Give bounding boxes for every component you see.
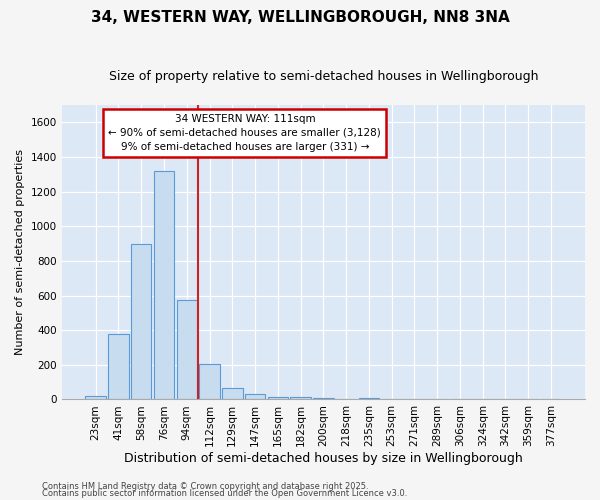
- Bar: [313, 398, 334, 400]
- Bar: [359, 398, 379, 400]
- Bar: [290, 397, 311, 400]
- Bar: [245, 394, 265, 400]
- Bar: [176, 300, 197, 400]
- Y-axis label: Number of semi-detached properties: Number of semi-detached properties: [15, 149, 25, 355]
- Bar: [154, 171, 174, 400]
- Bar: [108, 334, 129, 400]
- Title: Size of property relative to semi-detached houses in Wellingborough: Size of property relative to semi-detach…: [109, 70, 538, 83]
- Bar: [222, 388, 242, 400]
- Bar: [85, 396, 106, 400]
- Text: Contains HM Land Registry data © Crown copyright and database right 2025.: Contains HM Land Registry data © Crown c…: [42, 482, 368, 491]
- Text: 34, WESTERN WAY, WELLINGBOROUGH, NN8 3NA: 34, WESTERN WAY, WELLINGBOROUGH, NN8 3NA: [91, 10, 509, 25]
- Text: 34 WESTERN WAY: 111sqm
← 90% of semi-detached houses are smaller (3,128)
9% of s: 34 WESTERN WAY: 111sqm ← 90% of semi-det…: [109, 114, 381, 152]
- Bar: [268, 397, 288, 400]
- Bar: [131, 244, 151, 400]
- Bar: [199, 364, 220, 400]
- X-axis label: Distribution of semi-detached houses by size in Wellingborough: Distribution of semi-detached houses by …: [124, 452, 523, 465]
- Text: Contains public sector information licensed under the Open Government Licence v3: Contains public sector information licen…: [42, 489, 407, 498]
